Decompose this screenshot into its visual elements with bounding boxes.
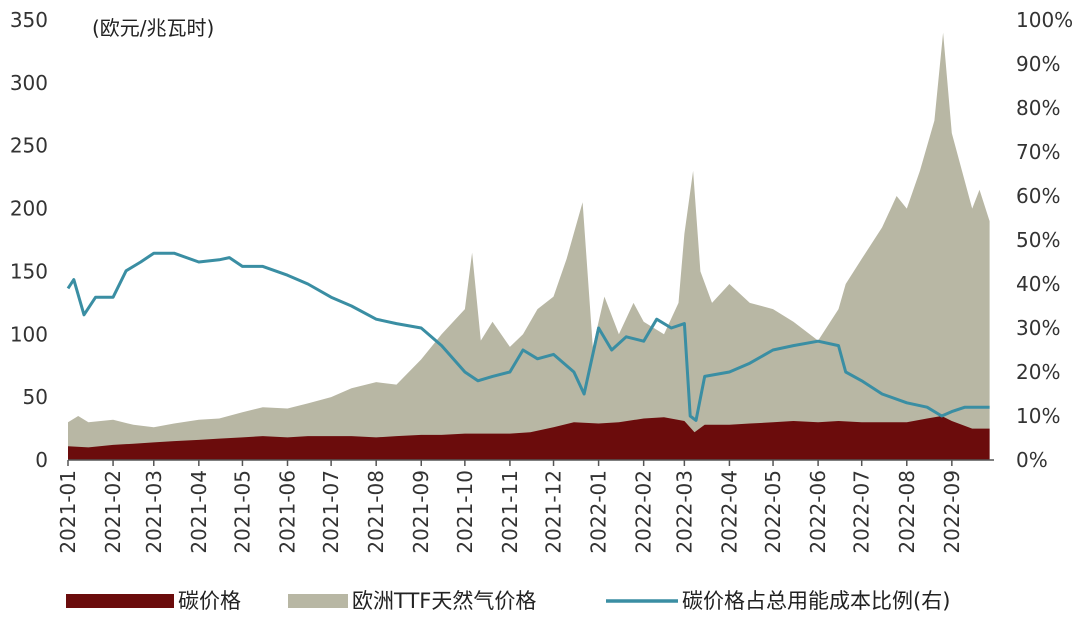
y-right-tick-label-9: 90% (1016, 52, 1060, 76)
y-left-tick-label-5: 250 (10, 134, 48, 158)
x-tick-label-5: 2021-06 (276, 470, 300, 554)
series-area-0 (68, 416, 990, 460)
y-left-tick-label-0: 0 (35, 448, 48, 472)
x-tick-label-6: 2021-07 (319, 470, 343, 554)
legend: 碳价格 欧洲TTF天然气价格 碳价格占总用能成本比例(右) (66, 589, 950, 613)
x-tick-label-7: 2021-08 (364, 470, 388, 554)
plot-series (66, 32, 990, 460)
x-tick-label-0: 2021-01 (56, 470, 80, 554)
y-left-tick-label-1: 50 (23, 385, 48, 409)
x-tick-label-4: 2021-05 (230, 470, 254, 554)
x-tick-label-20: 2022-09 (940, 470, 964, 554)
x-tick-label-10: 2021-11 (498, 470, 522, 554)
y-right-tick-label-2: 20% (1016, 360, 1060, 384)
y-right-tick-label-4: 40% (1016, 272, 1060, 296)
y-left-tick-label-2: 100 (10, 322, 48, 346)
y-left-tick-label-3: 150 (10, 259, 48, 283)
series-area-1 (68, 32, 990, 460)
x-tick-label-3: 2021-04 (187, 470, 211, 554)
y-right-tick-label-6: 60% (1016, 184, 1060, 208)
series-line-2 (66, 251, 990, 422)
legend-label-1: 欧洲TTF天然气价格 (352, 589, 536, 613)
y-right-tick-label-3: 30% (1016, 316, 1060, 340)
x-tick-label-11: 2021-12 (542, 470, 566, 554)
x-tick-label-14: 2022-03 (672, 470, 696, 554)
x-tick-label-13: 2022-02 (632, 470, 656, 554)
y-right-tick-label-7: 70% (1016, 140, 1060, 164)
x-tick-label-9: 2021-10 (453, 470, 477, 554)
x-tick-label-19: 2022-08 (895, 470, 919, 554)
y-right-tick-label-0: 0% (1016, 448, 1048, 472)
y-right-tick-label-8: 80% (1016, 96, 1060, 120)
y-left-tick-label-6: 300 (10, 71, 48, 95)
y-right-tick-label-5: 50% (1016, 228, 1060, 252)
y-right-tick-label-10: 100% (1016, 8, 1073, 32)
x-tick-label-16: 2022-05 (761, 470, 785, 554)
legend-label-0: 碳价格 (178, 589, 241, 613)
legend-swatch-0 (66, 594, 174, 608)
y-left-tick-label-7: 350 (10, 8, 48, 32)
y-right-tick-label-1: 10% (1016, 404, 1060, 428)
x-tick-label-18: 2022-07 (850, 470, 874, 554)
x-tick-label-12: 2022-01 (587, 470, 611, 554)
x-tick-label-15: 2022-04 (717, 470, 741, 554)
x-tick-label-17: 2022-06 (806, 470, 830, 554)
x-tick-label-8: 2021-09 (409, 470, 433, 554)
left-axis-unit-label: (欧元/兆瓦时) (92, 16, 214, 40)
legend-swatch-1 (288, 594, 348, 608)
x-tick-label-1: 2021-02 (101, 470, 125, 554)
plot-axes: 2021-01 2021-02 2021-03 2021-04 2021-05 2021-… (10, 8, 1073, 554)
y-left-tick-label-4: 200 (10, 197, 48, 221)
x-tick-label-2: 2021-03 (142, 470, 166, 554)
legend-label-2: 碳价格占总用能成本比例(右) (682, 589, 950, 613)
